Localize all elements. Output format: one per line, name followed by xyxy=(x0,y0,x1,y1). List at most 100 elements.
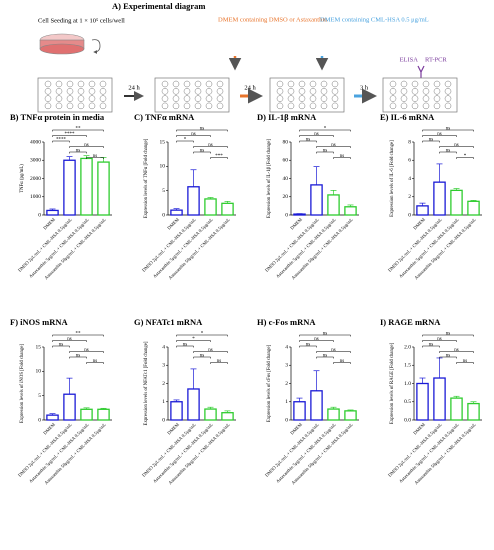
significance-label: ns xyxy=(323,332,328,337)
significance-bracket xyxy=(210,362,228,364)
y-tick-label: 40 xyxy=(283,176,289,182)
well xyxy=(331,95,339,102)
well xyxy=(66,80,74,88)
well xyxy=(298,102,306,110)
y-axis-label: Expression levels of IL-1β [Fold change] xyxy=(267,139,272,218)
x-tick-label: Astaxanthin 50μg/mL + CML-HSA 0.5μg/mL xyxy=(43,217,107,281)
x-tick-label: DMEM xyxy=(289,422,303,436)
well xyxy=(276,102,284,110)
well xyxy=(444,95,452,102)
significance-bracket xyxy=(52,340,87,342)
significance-bracket xyxy=(69,151,87,154)
well xyxy=(389,80,397,88)
well xyxy=(411,80,419,88)
dish-base xyxy=(39,43,85,55)
well xyxy=(205,80,213,88)
significance-label: ns xyxy=(463,359,468,364)
well xyxy=(66,95,74,102)
y-tick-label: 15 xyxy=(160,139,166,145)
well xyxy=(205,95,213,102)
significance-label: ns xyxy=(454,143,459,148)
x-tick-label: Astaxanthin 50μg/mL + CML-HSA 0.5μg/mL xyxy=(413,422,477,486)
well xyxy=(88,95,96,102)
significance-bracket xyxy=(333,362,351,364)
y-tick-label: 3000 xyxy=(30,158,41,164)
significance-bracket xyxy=(176,129,228,132)
significance-bracket xyxy=(439,356,457,359)
well xyxy=(194,80,202,88)
bar xyxy=(204,198,217,216)
significance-label: **** xyxy=(65,132,76,137)
significance-label: ns xyxy=(437,132,442,137)
significance-bracket xyxy=(333,157,351,159)
bar xyxy=(170,401,183,421)
diagram: A) Experimental diagram Cell Seeding at … xyxy=(37,1,458,113)
chart-title: E) IL-6 mRNA xyxy=(380,112,435,122)
significance-bracket xyxy=(86,362,104,364)
significance-bracket xyxy=(299,140,317,143)
significance-label: ns xyxy=(183,343,188,348)
significance-bracket xyxy=(316,356,334,359)
significance-bracket xyxy=(176,135,211,137)
well xyxy=(194,102,202,110)
significance-label: ns xyxy=(306,138,311,143)
y-tick-label: 10 xyxy=(160,164,166,170)
step-label: 24 h xyxy=(128,84,140,91)
significance-label: ns xyxy=(67,337,72,342)
well xyxy=(389,95,397,102)
well xyxy=(194,95,202,102)
y-tick-label: 3 xyxy=(162,363,165,369)
significance-label: ns xyxy=(429,343,434,348)
bar xyxy=(433,377,446,421)
significance-bracket xyxy=(422,135,457,137)
bar xyxy=(63,159,76,216)
well xyxy=(66,102,74,110)
well xyxy=(411,88,419,95)
y-tick-label: 0 xyxy=(38,212,41,218)
y-tick-label: 4 xyxy=(285,344,288,350)
significance-label: ns xyxy=(331,143,336,148)
bar xyxy=(80,157,93,216)
significance-bracket xyxy=(69,351,104,353)
x-tick-label: DMEM xyxy=(412,217,426,231)
significance-bracket xyxy=(299,135,334,137)
y-tick-label: 4 xyxy=(162,344,165,350)
y-tick-label: 2 xyxy=(408,194,411,200)
y-axis-label: Expression levels of IL-6 [Fold change] xyxy=(390,140,395,217)
bar xyxy=(327,408,340,421)
well xyxy=(205,88,213,95)
significance-label: * xyxy=(184,138,187,143)
significance-label: ns xyxy=(340,154,345,159)
significance-label: *** xyxy=(215,154,223,159)
well xyxy=(444,80,452,88)
bar xyxy=(46,209,59,216)
well xyxy=(411,95,419,102)
significance-label: ns xyxy=(93,154,98,159)
significance-bracket xyxy=(456,362,474,364)
x-tick-label: DMEM xyxy=(412,422,426,436)
bar xyxy=(433,181,446,216)
x-tick-label: Astaxanthin 50μg/mL + CML-HSA 0.5μg/mL xyxy=(167,217,231,281)
significance-label: ns xyxy=(323,149,328,154)
significance-bracket xyxy=(69,146,104,148)
y-tick-label: 0 xyxy=(38,417,41,423)
bar xyxy=(344,206,357,216)
significance-bracket xyxy=(439,351,474,353)
well xyxy=(309,102,317,110)
well xyxy=(172,95,180,102)
y-tick-label: 20 xyxy=(283,194,289,200)
bar xyxy=(467,402,480,421)
well xyxy=(66,88,74,95)
well xyxy=(216,102,224,110)
significance-label: ns xyxy=(84,348,89,353)
step-label: 24 h xyxy=(244,84,256,91)
significance-bracket xyxy=(86,157,104,159)
well xyxy=(205,102,213,110)
arrow xyxy=(91,39,101,54)
chart-title: H) c-Fos mRNA xyxy=(257,317,316,327)
y-tick-label: 1000 xyxy=(30,194,41,200)
x-tick-label: DMEM xyxy=(289,217,303,231)
significance-bracket xyxy=(439,146,474,148)
significance-label: * xyxy=(464,154,467,159)
